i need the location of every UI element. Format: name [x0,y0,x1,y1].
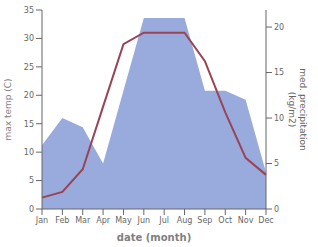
svg-text:5: 5 [274,159,279,168]
svg-text:Nov: Nov [238,216,254,225]
svg-text:0: 0 [29,205,34,214]
svg-text:date (month): date (month) [117,232,191,243]
svg-text:20: 20 [24,91,34,100]
svg-text:Mar: Mar [75,216,91,225]
svg-text:25: 25 [24,63,34,72]
svg-text:Sep: Sep [197,216,212,225]
svg-text:15: 15 [274,68,284,77]
svg-text:Aug: Aug [177,216,193,225]
svg-text:10: 10 [24,148,34,157]
svg-text:30: 30 [24,34,34,43]
svg-text:Jan: Jan [35,216,48,225]
svg-text:35: 35 [24,6,34,15]
svg-text:Jun: Jun [137,216,151,225]
svg-text:Jul: Jul [158,216,169,225]
svg-text:Dec: Dec [258,216,273,225]
svg-text:Apr: Apr [96,216,111,225]
svg-text:med. precipitation(kg/m2): med. precipitation(kg/m2) [287,68,308,150]
svg-text:0: 0 [274,205,279,214]
svg-text:Oct: Oct [218,216,232,225]
svg-text:May: May [115,216,132,225]
svg-text:5: 5 [29,176,34,185]
svg-text:15: 15 [24,120,34,129]
svg-text:20: 20 [274,23,284,32]
svg-text:10: 10 [274,114,284,123]
svg-text:max temp (C): max temp (C) [3,78,13,140]
svg-text:Feb: Feb [55,216,69,225]
